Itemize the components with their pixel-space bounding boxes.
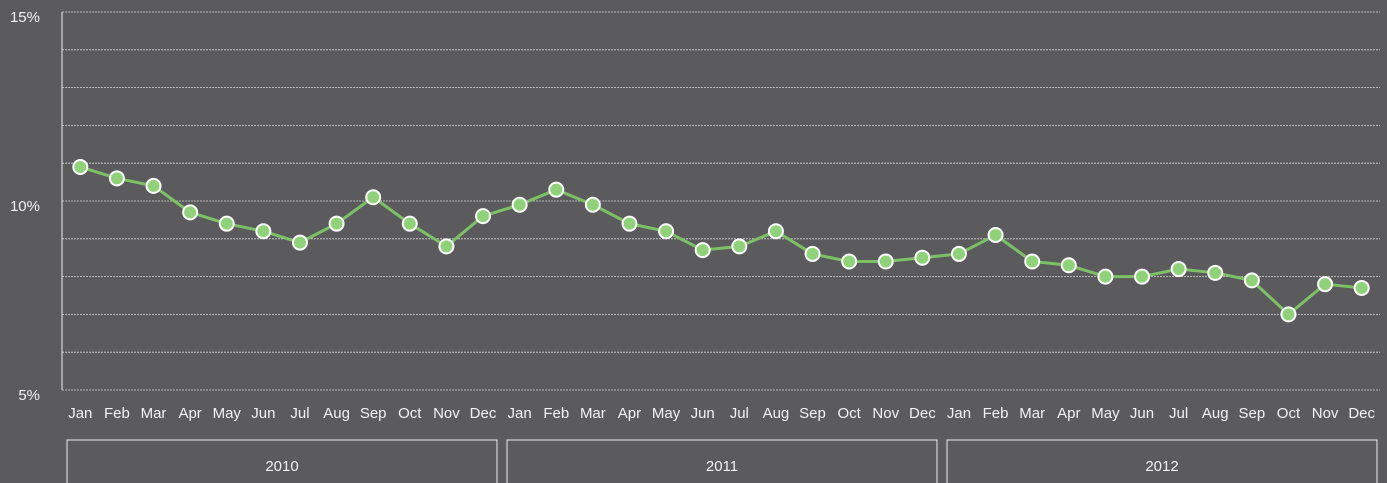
- year-box: [506, 439, 938, 483]
- x-tick-label: Apr: [1057, 405, 1080, 422]
- x-tick-label: Jan: [508, 405, 532, 422]
- point: [438, 238, 455, 255]
- point: [1060, 257, 1077, 274]
- point: [108, 170, 125, 187]
- point: [291, 234, 308, 251]
- point: [1134, 268, 1151, 285]
- x-tick-label: Jul: [730, 405, 749, 422]
- x-tick-label: Jun: [251, 405, 275, 422]
- x-tick-label: Mar: [580, 405, 606, 422]
- point: [1317, 276, 1334, 293]
- x-tick-label: Nov: [872, 405, 899, 422]
- x-tick-label: Feb: [983, 405, 1009, 422]
- point: [767, 223, 784, 240]
- x-tick-label: Feb: [104, 405, 130, 422]
- point: [584, 196, 601, 213]
- point: [658, 223, 675, 240]
- x-tick-label: Jun: [1130, 405, 1154, 422]
- point: [145, 177, 162, 194]
- point: [475, 208, 492, 225]
- point: [255, 223, 272, 240]
- x-tick-label: Oct: [1277, 405, 1301, 422]
- year-label: 2011: [706, 458, 738, 475]
- x-tick-label: May: [213, 405, 242, 422]
- year-label: 2010: [265, 458, 298, 475]
- x-tick-label: Sep: [1239, 405, 1266, 422]
- x-tick-label: May: [652, 405, 681, 422]
- point: [218, 215, 235, 232]
- point: [877, 253, 894, 270]
- x-tick-label: Mar: [141, 405, 167, 422]
- x-tick-label: Nov: [433, 405, 460, 422]
- point: [1207, 264, 1224, 281]
- x-tick-label: Dec: [1348, 405, 1375, 422]
- point: [328, 215, 345, 232]
- point: [72, 158, 89, 175]
- point: [621, 215, 638, 232]
- point: [365, 189, 382, 206]
- point: [841, 253, 858, 270]
- point: [182, 204, 199, 221]
- point: [914, 249, 931, 266]
- x-tick-label: Jun: [691, 405, 715, 422]
- y-tick-label: 15%: [10, 9, 40, 26]
- x-tick-label: Aug: [323, 405, 350, 422]
- point: [694, 242, 711, 259]
- x-tick-label: Aug: [763, 405, 790, 422]
- point: [1170, 261, 1187, 278]
- point: [1243, 272, 1260, 289]
- x-tick-label: Jul: [290, 405, 309, 422]
- y-tick-label: 10%: [10, 198, 40, 215]
- x-tick-label: Nov: [1312, 405, 1339, 422]
- year-box: [66, 439, 498, 483]
- point: [511, 196, 528, 213]
- x-tick-label: Jan: [947, 405, 971, 422]
- x-tick-label: Oct: [837, 405, 861, 422]
- x-tick-label: Jul: [1169, 405, 1188, 422]
- x-tick-label: Apr: [178, 405, 201, 422]
- x-tick-label: Dec: [470, 405, 497, 422]
- x-tick-label: Oct: [398, 405, 422, 422]
- point: [950, 245, 967, 262]
- x-tick-label: Mar: [1019, 405, 1045, 422]
- year-label: 2012: [1145, 458, 1178, 475]
- year-box: [946, 439, 1378, 483]
- point: [1097, 268, 1114, 285]
- point: [1353, 279, 1370, 296]
- x-tick-label: Sep: [360, 405, 387, 422]
- point: [987, 227, 1004, 244]
- x-tick-label: Aug: [1202, 405, 1229, 422]
- x-tick-label: Dec: [909, 405, 936, 422]
- point: [548, 181, 565, 198]
- point: [731, 238, 748, 255]
- point: [401, 215, 418, 232]
- point: [804, 245, 821, 262]
- point: [1024, 253, 1041, 270]
- x-tick-label: Jan: [68, 405, 92, 422]
- x-tick-label: May: [1091, 405, 1120, 422]
- x-tick-label: Apr: [618, 405, 641, 422]
- y-tick-label: 5%: [18, 387, 40, 404]
- x-tick-label: Sep: [799, 405, 826, 422]
- x-tick-label: Feb: [543, 405, 569, 422]
- point: [1280, 306, 1297, 323]
